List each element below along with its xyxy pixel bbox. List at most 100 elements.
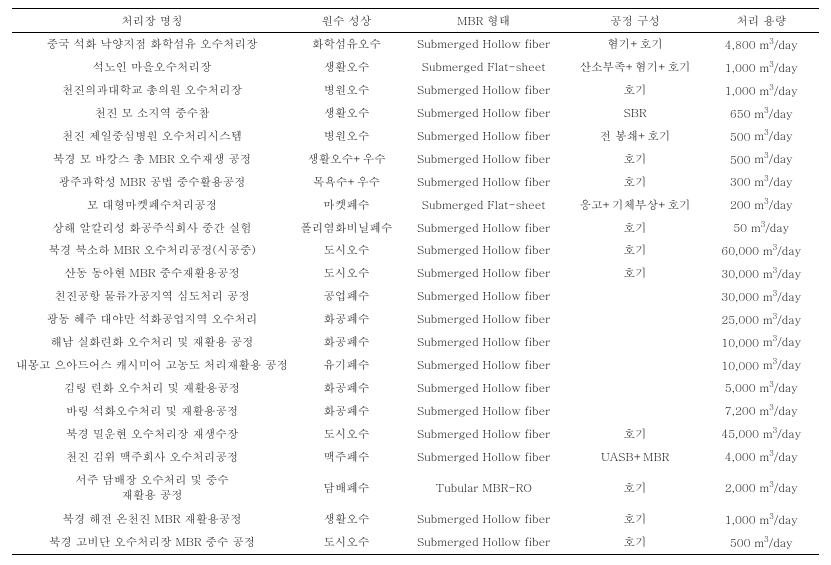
cell-mbr: Submerged Hollow fiber bbox=[401, 102, 567, 125]
capacity-unit: m3/day bbox=[754, 128, 792, 144]
col-header-process: 공정 구성 bbox=[567, 9, 704, 33]
capacity-value: 500 bbox=[730, 535, 754, 551]
cell-mbr: Submerged Flat-sheet bbox=[401, 193, 567, 216]
capacity-unit: m3/day bbox=[759, 380, 797, 396]
cell-mbr: Submerged Hollow fiber bbox=[401, 148, 567, 171]
cell-capacity: 500 m3/day bbox=[704, 531, 819, 554]
table-row: 서주 담배장 오수처리 및 중수재활용 공정담배폐수Tubular MBR-RO… bbox=[12, 468, 819, 508]
cell-name: 상해 알칼리성 화공주식회사 중간 실험 bbox=[12, 216, 292, 239]
capacity-value: 30,000 bbox=[721, 266, 762, 282]
cell-mbr: Submerged Hollow fiber bbox=[401, 239, 567, 262]
capacity-unit: m3/day bbox=[754, 151, 792, 167]
capacity-unit: m3/day bbox=[759, 449, 797, 465]
capacity-value: 300 bbox=[730, 174, 754, 190]
cell-feed: 병원오수 bbox=[292, 79, 401, 102]
capacity-unit: m3/day bbox=[763, 334, 801, 350]
cell-feed: 화공폐수 bbox=[292, 331, 401, 354]
cell-name: 바링 석화오수처리 및 재활용공정 bbox=[12, 399, 292, 422]
cell-capacity: 10,000 m3/day bbox=[704, 331, 819, 354]
capacity-unit: m3/day bbox=[754, 535, 792, 551]
cell-feed: 생활오수 bbox=[292, 102, 401, 125]
cell-name: 김링 련화 오수처리 및 재활용공정 bbox=[12, 376, 292, 399]
capacity-unit: m3/day bbox=[759, 512, 797, 528]
cell-feed: 화공폐수 bbox=[292, 399, 401, 422]
cell-name: 북경 밀운현 오수처리장 재생수장 bbox=[12, 422, 292, 445]
cell-capacity: 25,000 m3/day bbox=[704, 308, 819, 331]
capacity-value: 500 bbox=[730, 128, 754, 144]
cell-name: 광동 혜주 대야만 석화공업지역 오수처리 bbox=[12, 308, 292, 331]
cell-mbr: Submerged Hollow fiber bbox=[401, 125, 567, 148]
cell-process bbox=[567, 354, 704, 377]
cell-capacity: 30,000 m3/day bbox=[704, 262, 819, 285]
table-row: 북경 밀운현 오수처리장 재생수장도시오수Submerged Hollow fi… bbox=[12, 422, 819, 445]
cell-name: 천진 모 소지역 중수참 bbox=[12, 102, 292, 125]
cell-feed: 화학섬유오수 bbox=[292, 33, 401, 56]
cell-process: 호기 bbox=[567, 531, 704, 554]
cell-capacity: 300 m3/day bbox=[704, 170, 819, 193]
cell-process: 호기 bbox=[567, 148, 704, 171]
cell-feed: 유기폐수 bbox=[292, 354, 401, 377]
cell-capacity: 10,000 m3/day bbox=[704, 354, 819, 377]
mbr-facilities-table: 처리장 명칭 원수 성상 MBR 형태 공정 구성 처리 용량 중국 석화 낙양… bbox=[12, 8, 819, 555]
table-row: 천진 제일중심병원 오수처리시스템병원오수Submerged Hollow fi… bbox=[12, 125, 819, 148]
col-header-capacity: 처리 용량 bbox=[704, 9, 819, 33]
cell-name: 해남 실화련화 오수처리 및 재활용 공정 bbox=[12, 331, 292, 354]
table-row: 모 대형마켓폐수처리공정마켓폐수Submerged Flat-sheet응고+기… bbox=[12, 193, 819, 216]
cell-name: 천진의과대학교 총의원 오수처리장 bbox=[12, 79, 292, 102]
cell-feed: 병원오수 bbox=[292, 125, 401, 148]
cell-capacity: 500 m3/day bbox=[704, 125, 819, 148]
page: 처리장 명칭 원수 성상 MBR 형태 공정 구성 처리 용량 중국 석화 낙양… bbox=[0, 0, 831, 565]
cell-name: 중국 석화 낙양지점 화학섬유 오수처리장 bbox=[12, 33, 292, 56]
cell-process: 호기 bbox=[567, 422, 704, 445]
table-row: 중국 석화 낙양지점 화학섬유 오수처리장화학섬유오수Submerged Hol… bbox=[12, 33, 819, 56]
cell-capacity: 2,000 m3/day bbox=[704, 468, 819, 508]
cell-name: 친진공항 물류가공지역 심도처리 공정 bbox=[12, 285, 292, 308]
table-row: 내몽고 으아드어스 캐시미어 고농도 처리재활용 공정유기폐수Submerged… bbox=[12, 354, 819, 377]
table-row: 상해 알칼리성 화공주식회사 중간 실험폴리염화비닐폐수Submerged Ho… bbox=[12, 216, 819, 239]
table-row: 석노인 마을오수처리장생활오수Submerged Flat-sheet산소부족+… bbox=[12, 56, 819, 79]
capacity-unit: m3/day bbox=[763, 312, 801, 328]
table-row: 산동 동아현 MBR 중수재활용공정도시오수Submerged Hollow f… bbox=[12, 262, 819, 285]
table-body: 중국 석화 낙양지점 화학섬유 오수처리장화학섬유오수 Submerged Hol… bbox=[12, 33, 819, 555]
capacity-value: 4,800 bbox=[725, 37, 760, 53]
cell-feed: 생활오수+우수 bbox=[292, 148, 401, 171]
cell-process: 호기 bbox=[567, 170, 704, 193]
cell-mbr: Submerged Hollow fiber bbox=[401, 285, 567, 308]
cell-process: 호기 bbox=[567, 508, 704, 531]
cell-process: 호기 bbox=[567, 239, 704, 262]
cell-feed: 생활오수 bbox=[292, 508, 401, 531]
cell-capacity: 200 m3/day bbox=[704, 193, 819, 216]
cell-feed: 화공폐수 bbox=[292, 376, 401, 399]
table-row: 천진 모 소지역 중수참생활오수Submerged Hollow fiberSB… bbox=[12, 102, 819, 125]
cell-mbr: Submerged Hollow fiber bbox=[401, 508, 567, 531]
cell-feed: 마켓폐수 bbox=[292, 193, 401, 216]
cell-process: 호기 bbox=[567, 216, 704, 239]
cell-mbr: Tubular MBR-RO bbox=[401, 468, 567, 508]
cell-name: 서주 담배장 오수처리 및 중수재활용 공정 bbox=[12, 468, 292, 508]
capacity-value: 2,000 bbox=[725, 480, 760, 496]
cell-name: 천진 김위 맥주회사 오수처리공정 bbox=[12, 445, 292, 468]
table-row: 천진 김위 맥주회사 오수처리공정맥주폐수Submerged Hollow fi… bbox=[12, 445, 819, 468]
cell-mbr: Submerged Hollow fiber bbox=[401, 422, 567, 445]
cell-capacity: 650 m3/day bbox=[704, 102, 819, 125]
cell-mbr: Submerged Hollow fiber bbox=[401, 354, 567, 377]
capacity-unit: m3/day bbox=[763, 426, 801, 442]
capacity-unit: m3/day bbox=[759, 403, 797, 419]
cell-process: 호기 bbox=[567, 262, 704, 285]
capacity-unit: m3/day bbox=[754, 174, 792, 190]
capacity-value: 200 bbox=[730, 197, 754, 213]
cell-mbr: Submerged Hollow fiber bbox=[401, 445, 567, 468]
cell-name: 북경 고비단 오수처리장 MBR 중수 공정 bbox=[12, 531, 292, 554]
cell-feed: 폴리염화비닐폐수 bbox=[292, 216, 401, 239]
cell-process bbox=[567, 285, 704, 308]
capacity-value: 50 bbox=[733, 220, 751, 236]
capacity-unit: m3/day bbox=[754, 197, 792, 213]
cell-feed: 담배폐수 bbox=[292, 468, 401, 508]
cell-capacity: 1,000 m3/day bbox=[704, 56, 819, 79]
capacity-value: 60,000 bbox=[721, 243, 762, 259]
cell-name: 내몽고 으아드어스 캐시미어 고농도 처리재활용 공정 bbox=[12, 354, 292, 377]
cell-name: 북경 북소하 MBR 오수처리공정(시공중) bbox=[12, 239, 292, 262]
cell-process bbox=[567, 376, 704, 399]
capacity-unit: m3/day bbox=[763, 357, 801, 373]
cell-process: 전 봉쇄+호기 bbox=[567, 125, 704, 148]
